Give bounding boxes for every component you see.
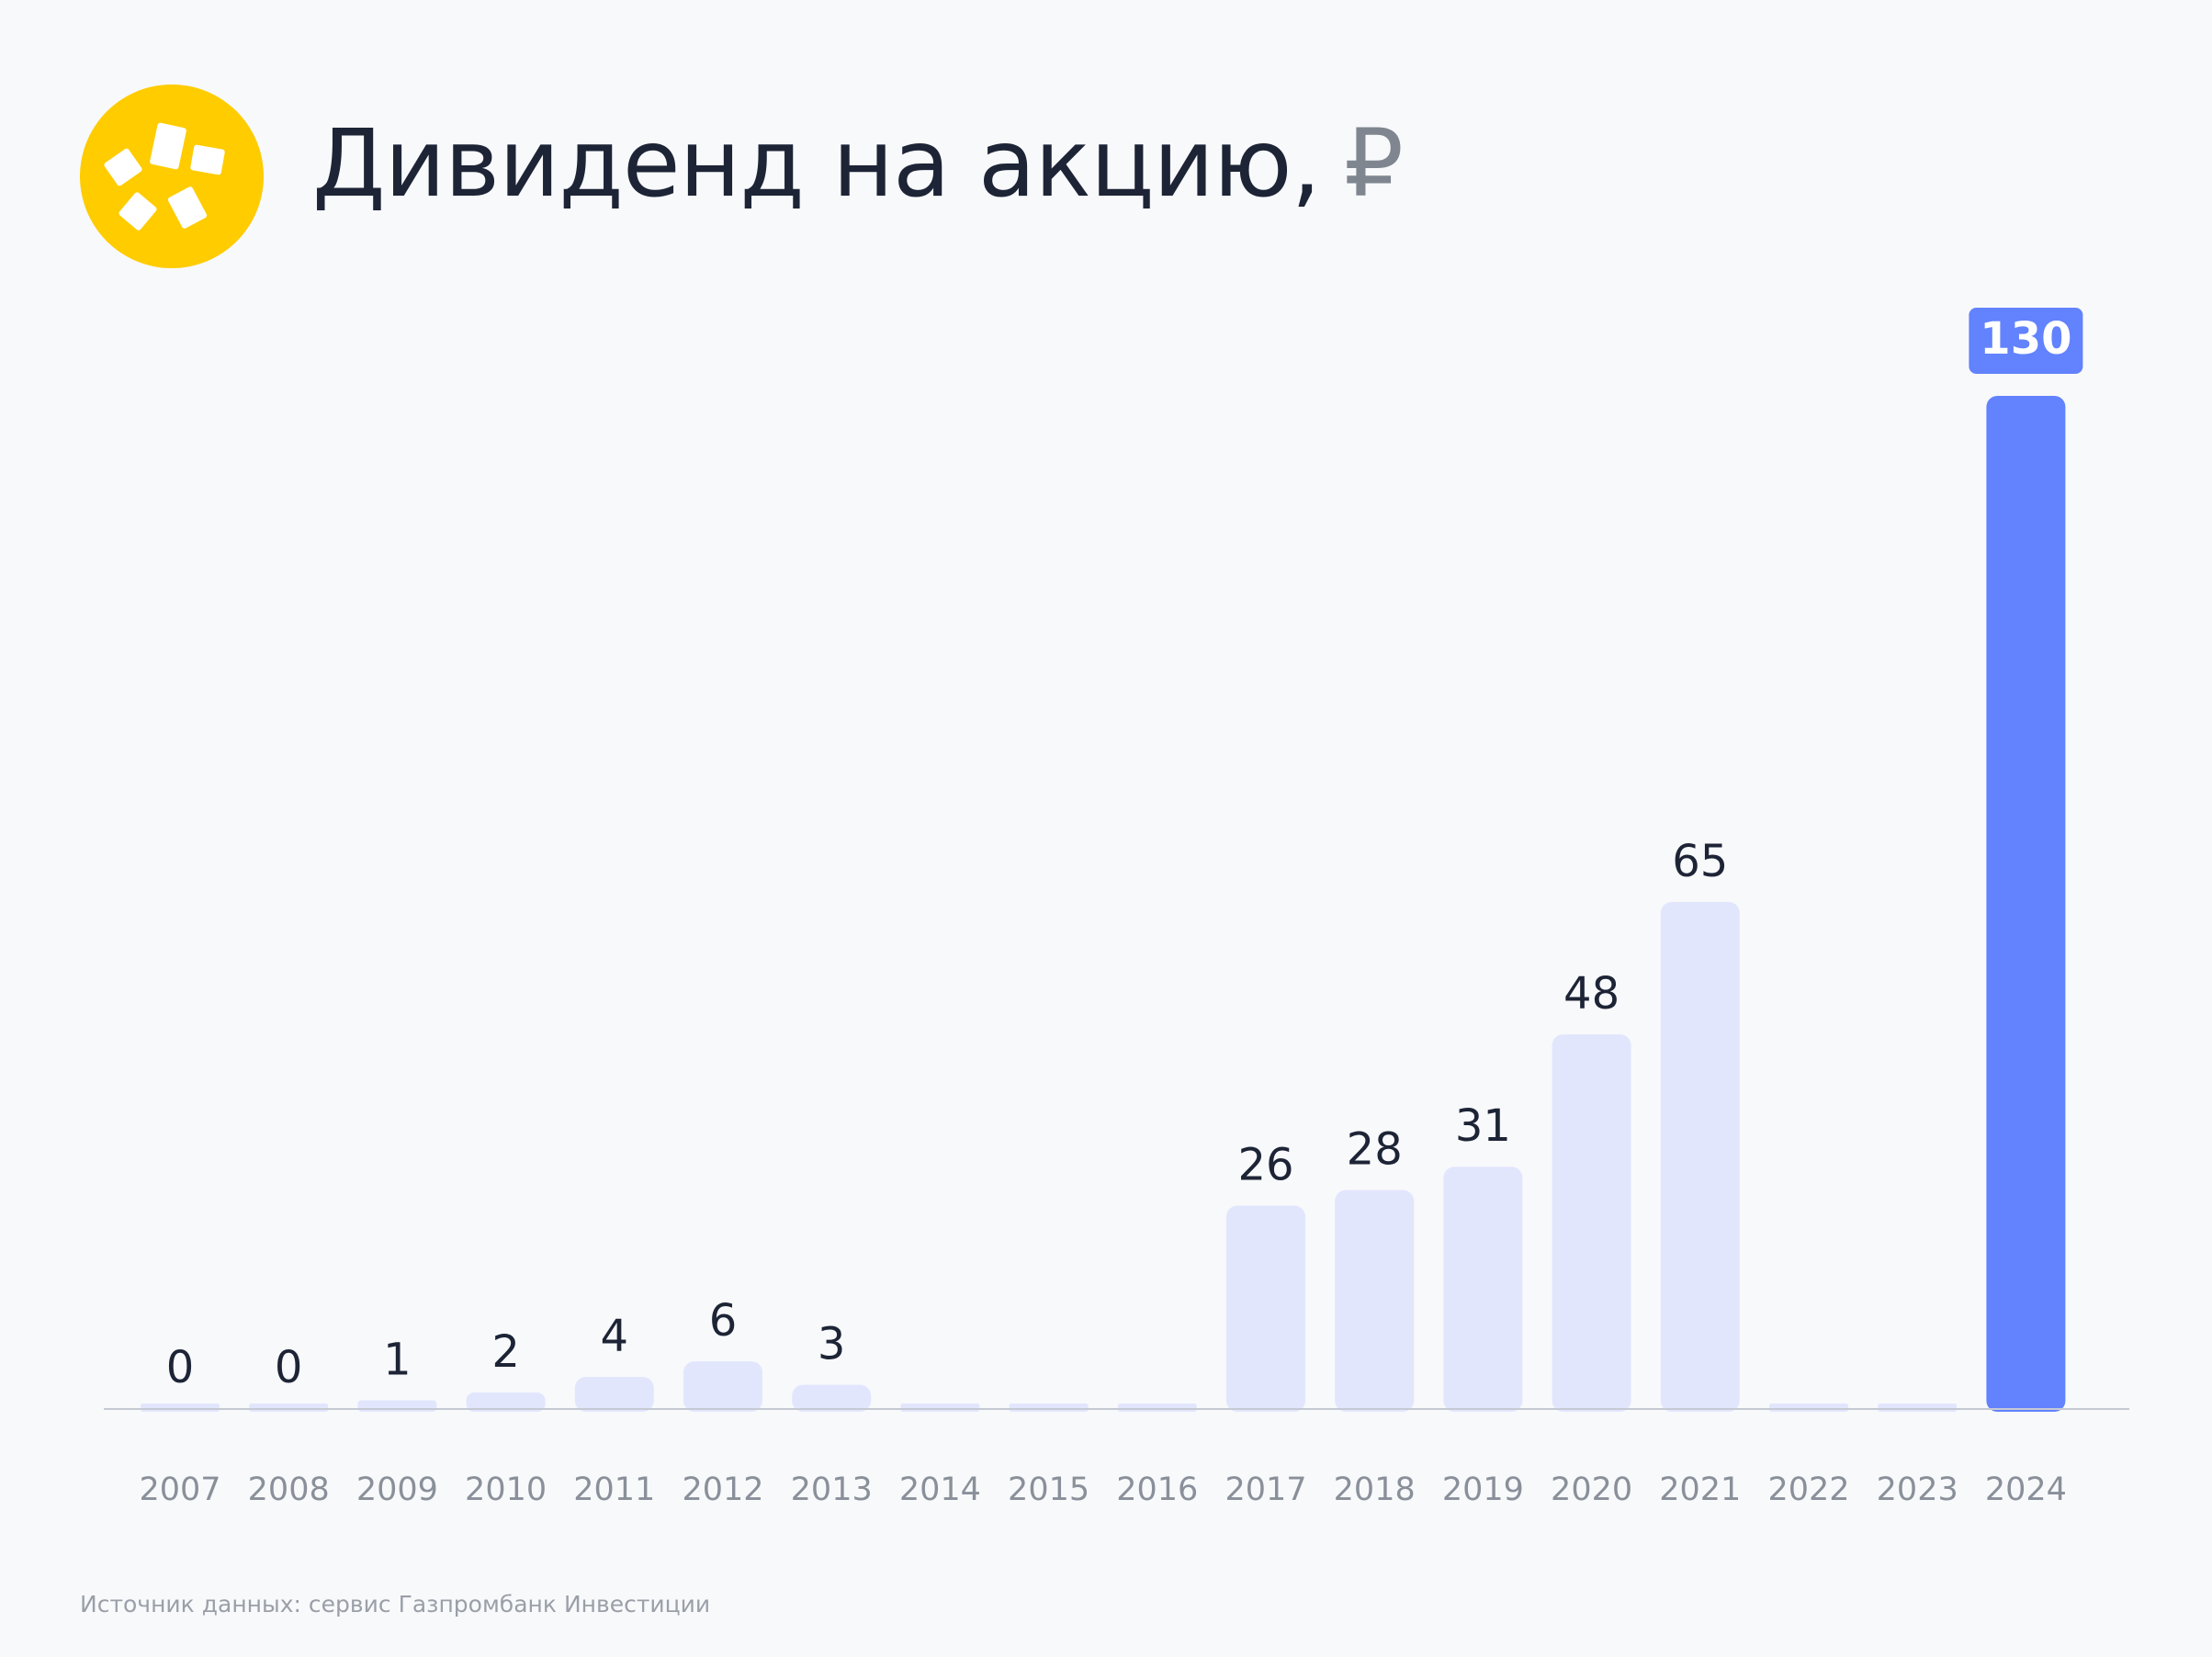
- bar-2019: [1443, 1167, 1523, 1412]
- bar-2008: [249, 1403, 329, 1412]
- value-label-2024: 130: [1980, 313, 2071, 365]
- bar-2007: [141, 1403, 220, 1412]
- value-label-2017: 26: [1237, 1140, 1293, 1191]
- title-text: Дивиденд на акцию,: [312, 109, 1321, 219]
- x-tick-2012: 2012: [682, 1471, 763, 1508]
- x-tick-2007: 2007: [139, 1471, 220, 1508]
- bar-2014: [900, 1403, 980, 1412]
- bar-2021: [1660, 902, 1740, 1412]
- value-badge-2024: [1969, 308, 2083, 374]
- bar-2018: [1335, 1189, 1415, 1412]
- value-label-2019: 31: [1455, 1100, 1511, 1152]
- bar-2020: [1552, 1034, 1631, 1412]
- x-tick-2009: 2009: [356, 1471, 438, 1508]
- x-tick-2021: 2021: [1659, 1471, 1741, 1508]
- x-tick-2016: 2016: [1116, 1471, 1198, 1508]
- x-tick-2023: 2023: [1877, 1471, 1958, 1508]
- value-label-2008: 0: [275, 1342, 303, 1393]
- x-tick-2020: 2020: [1551, 1471, 1632, 1508]
- value-label-2011: 4: [601, 1311, 629, 1362]
- bar-2011: [574, 1377, 654, 1412]
- bar-2013: [792, 1384, 872, 1412]
- x-tick-2018: 2018: [1334, 1471, 1416, 1508]
- value-label-2010: 2: [491, 1326, 520, 1378]
- bar-2012: [683, 1361, 762, 1412]
- value-label-2021: 65: [1672, 836, 1728, 887]
- bar-2022: [1769, 1403, 1848, 1412]
- x-tick-2008: 2008: [248, 1471, 330, 1508]
- x-tick-2017: 2017: [1224, 1471, 1306, 1508]
- logo-icon: [80, 85, 264, 268]
- value-label-2018: 28: [1347, 1124, 1403, 1176]
- bar-2015: [1009, 1403, 1089, 1412]
- title-unit: ₽: [1344, 109, 1404, 219]
- bar-2017: [1226, 1205, 1305, 1412]
- x-tick-2014: 2014: [899, 1471, 981, 1508]
- value-label-2020: 48: [1563, 968, 1620, 1020]
- x-tick-2022: 2022: [1767, 1471, 1849, 1508]
- value-label-2009: 1: [383, 1335, 412, 1386]
- x-tick-2024: 2024: [1985, 1471, 2067, 1508]
- x-tick-2010: 2010: [465, 1471, 547, 1508]
- bar-2010: [466, 1392, 546, 1412]
- x-tick-2011: 2011: [573, 1471, 655, 1508]
- x-tick-2019: 2019: [1442, 1471, 1524, 1508]
- page-title: Дивиденд на акцию, ₽: [312, 118, 1404, 211]
- bar-2009: [357, 1400, 437, 1412]
- source-note: Источник данных: сервис Газпромбанк Инве…: [80, 1591, 711, 1618]
- x-tick-2015: 2015: [1008, 1471, 1089, 1508]
- value-label-2012: 6: [709, 1295, 738, 1347]
- bar-2023: [1878, 1403, 1958, 1412]
- value-label-2007: 0: [166, 1342, 195, 1393]
- bar-2024: [1986, 396, 2066, 1412]
- bar-2016: [1117, 1403, 1197, 1412]
- x-tick-2013: 2013: [791, 1471, 873, 1508]
- value-label-2013: 3: [818, 1319, 846, 1370]
